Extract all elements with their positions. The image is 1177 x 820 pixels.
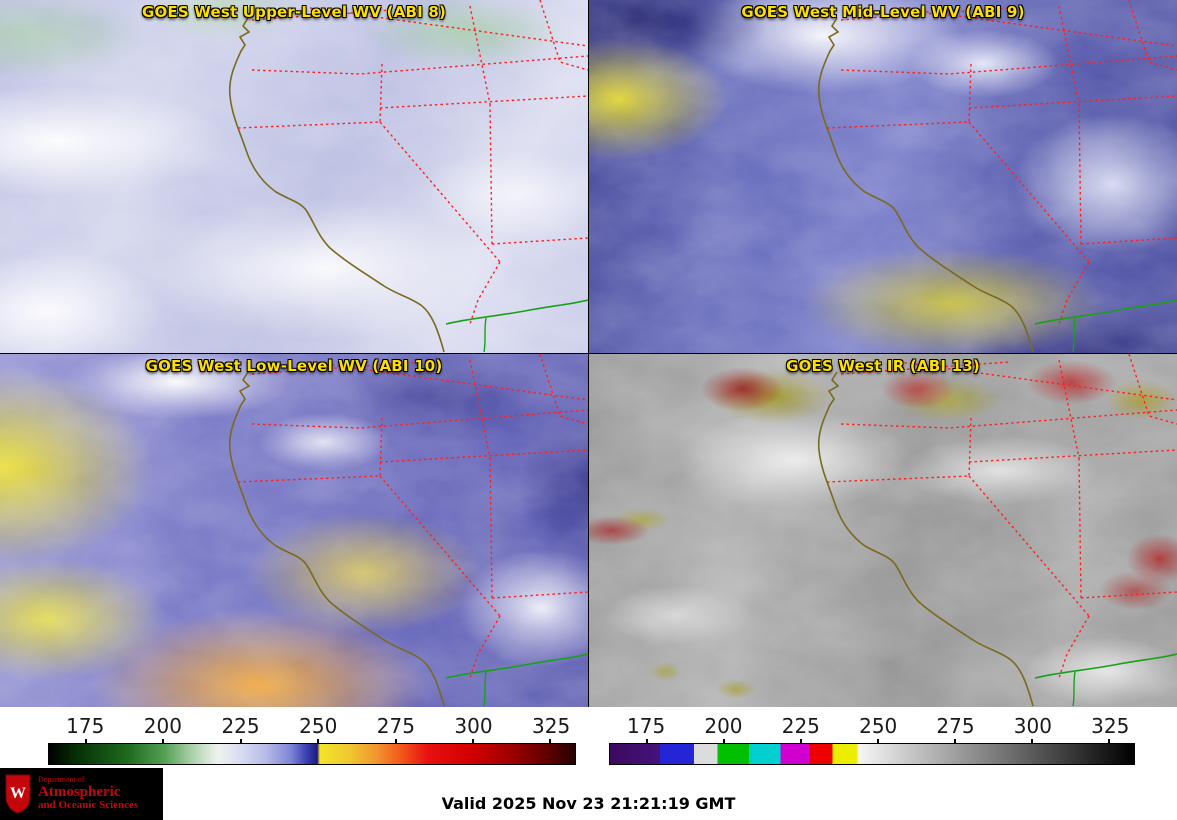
logo-name-line2: and Oceanic Sciences bbox=[38, 799, 139, 812]
tick-mark bbox=[877, 739, 880, 744]
tick-label: 325 bbox=[1091, 714, 1130, 738]
wv-colorbar-labels: 175 200 225 250 275 300 325 bbox=[48, 712, 576, 739]
map-overlay bbox=[817, 354, 1177, 707]
valid-time-label: Valid 2025 Nov 23 21:21:19 GMT bbox=[441, 794, 736, 813]
uw-aos-logo: W Department of Atmospheric and Oceanic … bbox=[0, 768, 163, 820]
tick-mark bbox=[239, 739, 242, 744]
crest-letter: W bbox=[10, 785, 26, 802]
tick-mark bbox=[645, 739, 648, 744]
wv-colorbar: 175 200 225 250 275 300 325 bbox=[48, 712, 576, 766]
panel-mid-level-wv: GOES West Mid-Level WV (ABI 9) bbox=[589, 0, 1177, 353]
tick-label: 175 bbox=[627, 714, 666, 738]
panel-title-abi13: GOES West IR (ABI 13) bbox=[786, 357, 980, 375]
tick-label: 225 bbox=[781, 714, 820, 738]
tick-mark bbox=[162, 739, 165, 744]
tick-mark bbox=[800, 739, 803, 744]
tick-mark bbox=[471, 739, 474, 744]
tick-mark bbox=[85, 739, 88, 744]
tick-mark bbox=[317, 739, 320, 744]
map-overlay bbox=[228, 354, 588, 707]
panel-upper-level-wv: GOES West Upper-Level WV (ABI 8) bbox=[0, 0, 588, 353]
tick-mark bbox=[1031, 739, 1034, 744]
tick-mark bbox=[1108, 739, 1111, 744]
tick-label: 175 bbox=[66, 714, 105, 738]
tick-mark bbox=[549, 739, 552, 744]
map-overlay bbox=[817, 0, 1177, 353]
panel-title-abi8: GOES West Upper-Level WV (ABI 8) bbox=[141, 3, 447, 21]
ir-colorbar-labels: 175 200 225 250 275 300 325 bbox=[609, 712, 1135, 739]
tick-label: 300 bbox=[454, 714, 493, 738]
tick-label: 325 bbox=[532, 714, 571, 738]
panel-ir: GOES West IR (ABI 13) bbox=[589, 354, 1177, 707]
ir-colorbar: 175 200 225 250 275 300 325 bbox=[609, 712, 1135, 766]
panel-title-abi10: GOES West Low-Level WV (ABI 10) bbox=[145, 357, 443, 375]
map-overlay bbox=[228, 0, 588, 353]
tick-label: 250 bbox=[299, 714, 338, 738]
logo-dept-line: Department of bbox=[38, 775, 85, 785]
tick-mark bbox=[723, 739, 726, 744]
uw-crest-icon: W bbox=[5, 774, 31, 814]
panel-title-abi9: GOES West Mid-Level WV (ABI 9) bbox=[741, 3, 1025, 21]
wv-colorbar-gradient bbox=[48, 739, 576, 765]
logo-name-line1: Atmospheric bbox=[38, 783, 121, 800]
tick-label: 275 bbox=[936, 714, 975, 738]
logo-text: Department of Atmospheric and Oceanic Sc… bbox=[38, 775, 139, 812]
ir-colorbar-gradient bbox=[609, 739, 1135, 765]
tick-mark bbox=[954, 739, 957, 744]
tick-label: 200 bbox=[704, 714, 743, 738]
panel-grid: GOES West Upper-Level WV (ABI 8) GOES We… bbox=[0, 0, 1177, 707]
tick-label: 250 bbox=[859, 714, 898, 738]
tick-label: 275 bbox=[376, 714, 415, 738]
tick-label: 300 bbox=[1013, 714, 1052, 738]
panel-low-level-wv: GOES West Low-Level WV (ABI 10) bbox=[0, 354, 588, 707]
tick-label: 200 bbox=[143, 714, 182, 738]
tick-label: 225 bbox=[221, 714, 260, 738]
tick-mark bbox=[394, 739, 397, 744]
